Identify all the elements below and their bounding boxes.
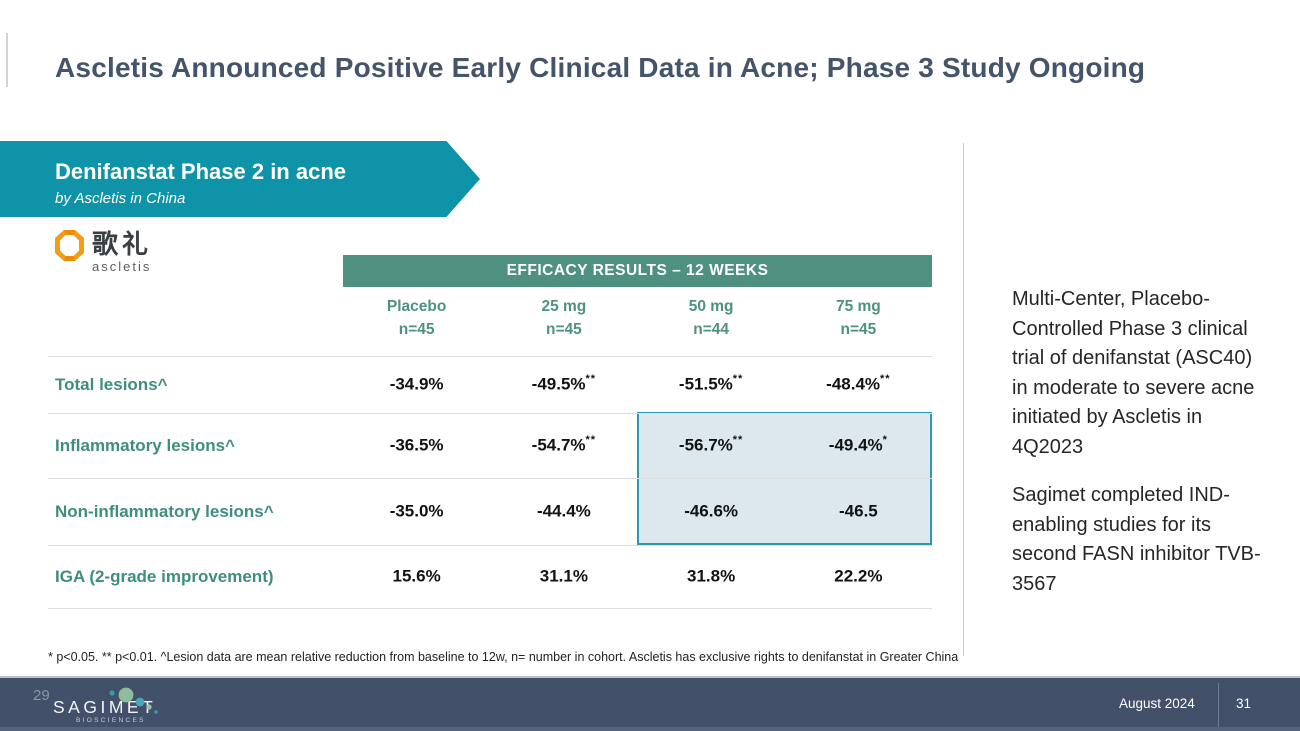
ghost-page-number: 29 bbox=[33, 687, 50, 704]
table-divider bbox=[48, 545, 932, 546]
ascletis-logo-name: ascletis bbox=[92, 259, 152, 274]
cell: 31.8% bbox=[687, 566, 736, 586]
footer-divider bbox=[1218, 683, 1219, 727]
footer-bar: 29 SAGIMET BIOSCIENCES August 2024 31 bbox=[0, 676, 1300, 731]
table-divider bbox=[48, 356, 932, 357]
table-row: Inflammatory lesions^ -36.5% -54.7%** -5… bbox=[48, 413, 932, 478]
commentary-paragraph: Multi-Center, Placebo-Controlled Phase 3… bbox=[1012, 288, 1255, 458]
cell-highlighted: -49.4%* bbox=[828, 434, 888, 455]
page-number: 31 bbox=[1236, 696, 1252, 711]
sagimet-logo-subtext: BIOSCIENCES bbox=[76, 717, 146, 724]
efficacy-table: EFFICACY RESULTS – 12 WEEKS Placebo n=45… bbox=[48, 255, 932, 609]
page-title: Ascletis Announced Positive Early Clinic… bbox=[55, 52, 1146, 83]
left-edge-mark bbox=[6, 33, 8, 87]
footnote: * p<0.05. ** p<0.01. ^Lesion data are me… bbox=[48, 650, 959, 664]
commentary-paragraph: Sagimet completed IND-enabling studies f… bbox=[1012, 484, 1261, 595]
sagimet-logo-dots-icon bbox=[103, 680, 169, 727]
cell: -48.4%** bbox=[826, 373, 891, 394]
cell-highlighted: -56.7%** bbox=[678, 434, 744, 455]
cell: -54.7%** bbox=[531, 434, 597, 455]
column-header-50mg: 50 mg n=44 bbox=[688, 298, 734, 338]
column-header-25mg: 25 mg n=45 bbox=[541, 298, 587, 338]
table-column-headers: Placebo n=45 25 mg n=45 50 mg n=44 75 mg… bbox=[343, 295, 932, 351]
column-header-75mg: 75 mg n=45 bbox=[835, 298, 881, 338]
cell: -51.5%** bbox=[678, 373, 744, 394]
footer-date: August 2024 bbox=[1119, 696, 1195, 711]
cell: 22.2% bbox=[834, 566, 883, 586]
cell: -49.5%** bbox=[531, 373, 597, 394]
ascletis-logo: 歌礼 ascletis bbox=[55, 230, 152, 274]
cell: -35.0% bbox=[389, 501, 444, 521]
cell: -34.9% bbox=[389, 374, 444, 394]
commentary-panel: Multi-Center, Placebo-Controlled Phase 3… bbox=[1012, 285, 1272, 599]
table-title-bar: EFFICACY RESULTS – 12 WEEKS bbox=[343, 255, 932, 287]
column-header-placebo: Placebo n=45 bbox=[386, 298, 447, 338]
cell: 15.6% bbox=[392, 566, 441, 586]
footer-bottom-strip bbox=[0, 727, 1300, 731]
table-divider bbox=[48, 608, 932, 609]
table-divider bbox=[48, 478, 932, 479]
cell-highlighted: -46.6% bbox=[684, 501, 739, 521]
banner-subtitle: by Ascletis in China bbox=[55, 190, 186, 207]
banner-title: Denifanstat Phase 2 in acne bbox=[55, 159, 346, 184]
table-row: IGA (2-grade improvement) 15.6% 31.1% 31… bbox=[48, 545, 932, 608]
cell: 31.1% bbox=[539, 566, 588, 586]
table-row: Total lesions^ -34.9% -49.5%** -51.5%** … bbox=[48, 356, 932, 413]
table-divider bbox=[48, 413, 932, 414]
ascletis-logo-cn-text: 歌礼 bbox=[92, 229, 153, 259]
vertical-divider bbox=[963, 143, 964, 656]
cell: -36.5% bbox=[389, 435, 444, 455]
cell-highlighted: -46.5 bbox=[839, 501, 878, 521]
cell: -44.4% bbox=[536, 501, 591, 521]
table-row: Non-inflammatory lesions^ -35.0% -44.4% … bbox=[48, 478, 932, 545]
ascletis-logo-icon bbox=[55, 230, 84, 266]
section-banner: Denifanstat Phase 2 in acne by Ascletis … bbox=[0, 141, 480, 217]
